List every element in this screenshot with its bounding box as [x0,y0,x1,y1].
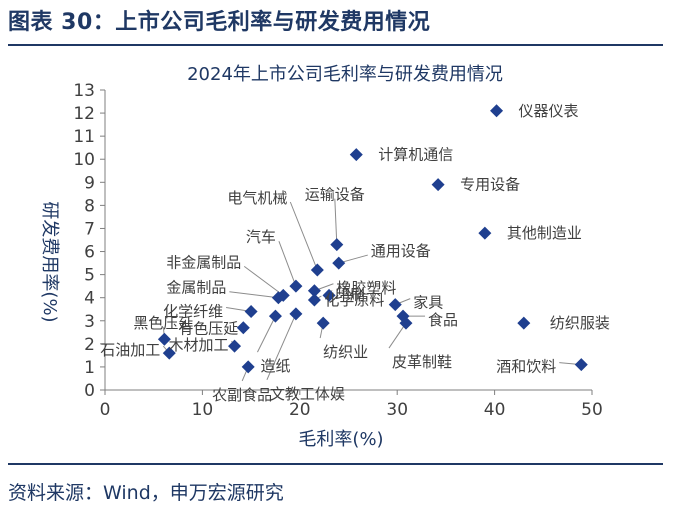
leader-line [334,198,338,245]
data-point-marker [330,238,344,252]
data-point-marker [310,263,324,277]
data-point-marker [236,321,250,335]
data-point-marker [478,226,492,240]
data-point-label: 黑色压延 [133,314,193,332]
y-tick-label: 0 [84,381,95,401]
y-tick-label: 6 [84,243,95,263]
leader-line [229,291,279,299]
x-tick-label: 30 [386,400,408,420]
data-point-label: 家具 [413,294,443,312]
x-tick-label: 0 [100,400,111,420]
data-point-label: 石油加工 [100,341,160,359]
data-point-label: 酒和饮料 [496,358,556,376]
y-tick-label: 12 [73,104,95,124]
data-point-label: 皮革制鞋 [392,353,452,371]
figure-title: 图表 30：上市公司毛利率与研发费用情况 [8,10,431,35]
figure-source: 资料来源：Wind，申万宏源研究 [8,482,284,504]
data-point-marker [349,148,363,162]
data-point-label: 其他制造业 [507,224,582,242]
x-tick-label: 10 [192,400,214,420]
data-point-label: 食品 [428,311,458,329]
data-point-label: 专用设备 [460,176,520,194]
y-tick-label: 5 [84,266,95,286]
y-tick-label: 1 [84,358,95,378]
data-point-marker [289,307,303,321]
data-point-marker [517,316,531,330]
data-point-marker [431,178,445,192]
data-point-label: 橡胶塑料 [336,279,396,297]
data-point-marker [162,346,176,360]
data-point-marker [316,316,330,330]
data-point-marker [244,305,258,319]
data-point-label: 印刷 [335,285,365,303]
y-tick-label: 8 [84,196,95,216]
data-point-marker [332,256,346,270]
data-point-marker [157,332,171,346]
y-tick-label: 4 [84,289,95,309]
data-point-label: 纺织服装 [550,314,610,332]
data-point-marker [388,298,402,312]
data-point-label: 计算机通信 [378,146,453,164]
data-point-label: 造纸 [260,357,290,375]
data-point-label: 汽车 [246,228,276,246]
data-point-marker [322,288,336,302]
source-divider [8,463,663,465]
chart-title: 2024年上市公司毛利率与研发费用情况 [187,64,503,85]
leader-line [257,315,276,353]
data-point-label: 仪器仪表 [519,102,579,120]
y-tick-label: 11 [73,127,95,147]
data-markers [157,104,588,374]
x-axis-title: 毛利率(%) [298,429,383,450]
leader-line [266,313,297,381]
data-point-marker [307,284,321,298]
leader-line [388,322,407,349]
data-point-label: 金属制品 [166,279,226,297]
data-point-label: 纺织业 [323,343,368,361]
data-point-marker [271,291,285,305]
data-point-marker [490,104,504,118]
y-tick-label: 9 [84,173,95,193]
data-point-marker [289,279,303,293]
data-point-label: 文教工体娱 [270,385,345,403]
data-point-marker [574,358,588,372]
data-point-label: 非金属制品 [166,253,241,271]
data-point-label: 电气机械 [227,189,287,207]
y-axis-title: 研发费用率(%) [39,201,60,322]
data-point-label: 农副食品 [212,386,272,404]
data-point-marker [241,360,255,374]
data-point-label: 化学纤维 [163,303,223,321]
data-point-label: 通用设备 [371,242,431,260]
y-tick-label: 7 [84,219,95,239]
x-tick-label: 40 [484,400,506,420]
data-point-label: 有色压延 [178,320,238,338]
y-tick-label: 2 [84,335,95,355]
x-tick-label: 20 [289,400,311,420]
data-point-label: 化学原料 [324,291,384,309]
leader-line [289,201,318,271]
data-point-label: 运输设备 [305,186,365,204]
y-tick-label: 10 [73,150,95,170]
title-divider [8,44,663,46]
data-point-marker [399,316,413,330]
x-tick-label: 50 [581,400,603,420]
data-point-label: 木材加工 [169,336,229,354]
data-point-marker [307,293,321,307]
y-tick-label: 13 [73,81,95,101]
leader-line [243,265,284,296]
leader-line [278,240,297,287]
y-tick-label: 3 [84,312,95,332]
data-point-marker [268,309,282,323]
data-point-marker [228,339,242,353]
